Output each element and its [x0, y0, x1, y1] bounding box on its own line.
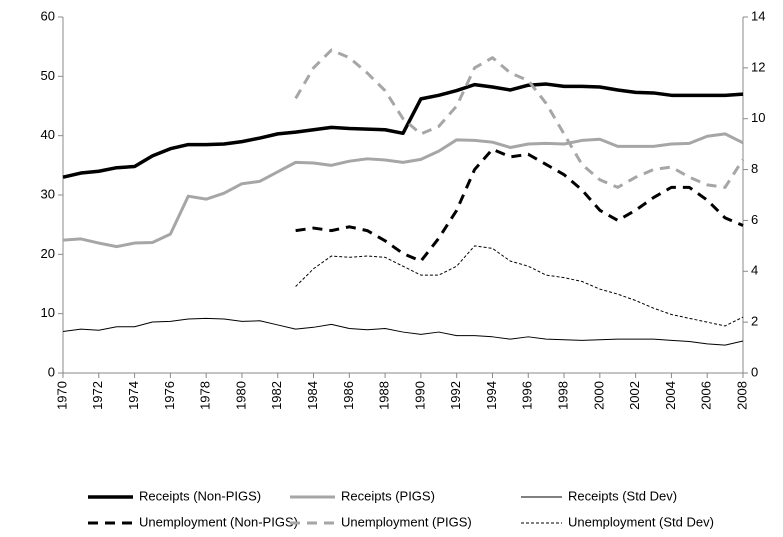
x-tick-label: 1994	[484, 381, 499, 410]
y-tick-label: 0	[48, 364, 55, 379]
legend-label: Unemployment (Non-PIGS)	[139, 514, 298, 529]
y-tick-label: 60	[41, 8, 55, 23]
y-tick-label: 30	[41, 186, 55, 201]
x-tick-label: 1972	[90, 381, 105, 410]
legend-label: Receipts (Non-PIGS)	[139, 488, 261, 503]
series-line	[295, 147, 744, 263]
legend-label: Unemployment (Std Dev)	[568, 514, 714, 529]
x-tick-label: 1988	[377, 381, 392, 410]
legend-label: Receipts (Std Dev)	[568, 488, 677, 503]
series-line	[62, 132, 744, 249]
y-tick-label: 20	[41, 246, 55, 261]
y2-tick-label: 8	[751, 161, 758, 176]
x-tick-label: 1974	[126, 381, 141, 410]
x-tick-label: 1986	[341, 381, 356, 410]
x-tick-label: 1970	[54, 381, 69, 410]
x-tick-label: 2008	[734, 381, 749, 410]
x-tick-label: 2006	[699, 381, 714, 410]
y2-tick-label: 2	[751, 314, 758, 329]
y-tick-label: 50	[41, 68, 55, 83]
y-tick-label: 40	[41, 127, 55, 142]
x-tick-label: 1992	[448, 381, 463, 410]
y2-tick-label: 4	[751, 263, 758, 278]
x-tick-label: 1978	[198, 381, 213, 410]
series-line	[294, 48, 745, 189]
x-tick-label: 1984	[305, 381, 320, 410]
x-tick-label: 1976	[162, 381, 177, 410]
x-tick-label: 1996	[520, 381, 535, 410]
series-line	[295, 245, 744, 327]
x-tick-label: 2004	[663, 381, 678, 410]
y2-tick-label: 10	[751, 110, 765, 125]
x-tick-label: 1990	[412, 381, 427, 410]
y-tick-label: 10	[41, 305, 55, 320]
x-tick-label: 1980	[233, 381, 248, 410]
y2-tick-label: 6	[751, 212, 758, 227]
x-tick-label: 2000	[591, 381, 606, 410]
x-tick-label: 1982	[269, 381, 284, 410]
y2-tick-label: 14	[751, 8, 765, 23]
series-line	[62, 317, 744, 346]
x-tick-label: 1998	[555, 381, 570, 410]
y2-tick-label: 12	[751, 59, 765, 74]
x-tick-label: 2002	[627, 381, 642, 410]
legend-label: Receipts (PIGS)	[341, 488, 435, 503]
y2-tick-label: 0	[751, 364, 758, 379]
legend-label: Unemployment (PIGS)	[341, 514, 472, 529]
series-line	[62, 82, 744, 179]
